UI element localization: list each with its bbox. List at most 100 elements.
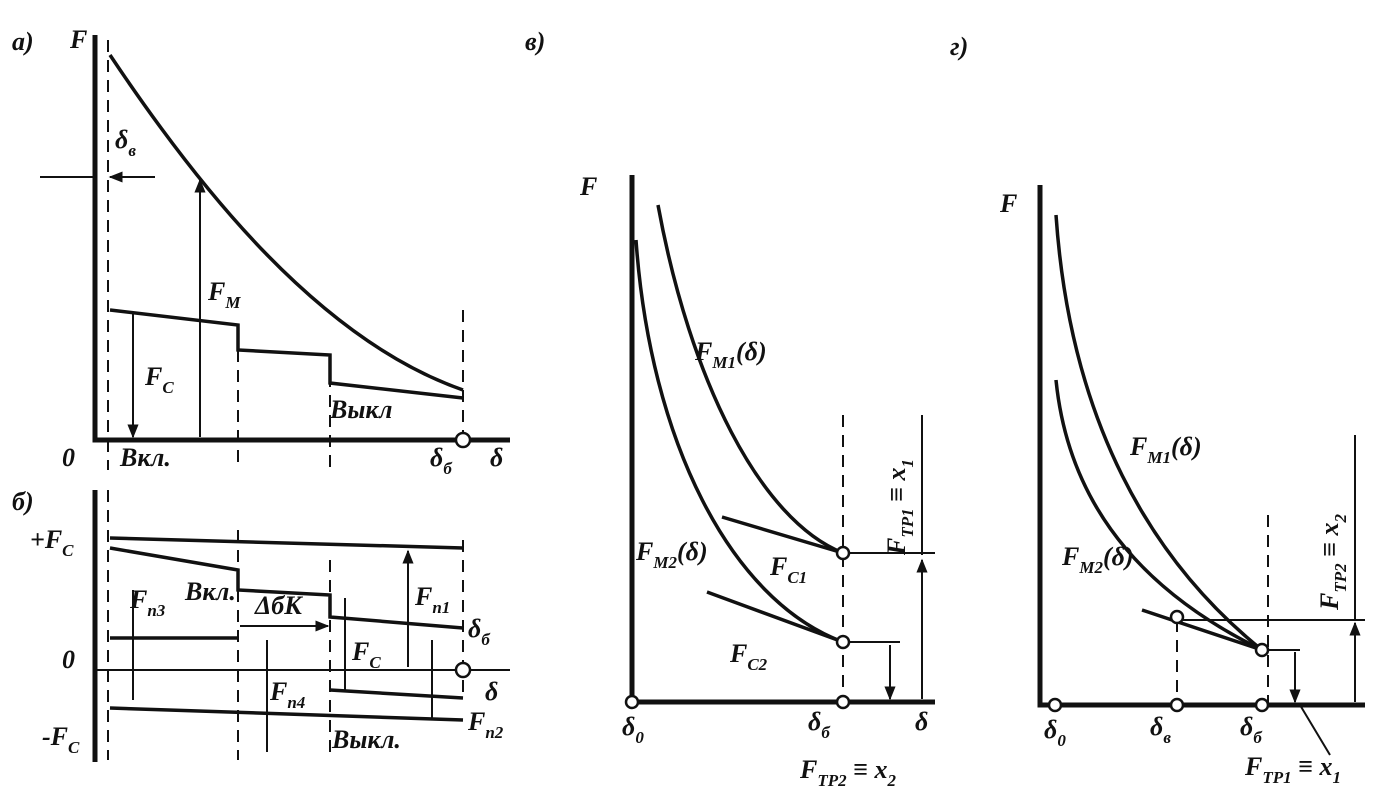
label: δ bbox=[490, 443, 503, 472]
t: M2 bbox=[652, 553, 677, 572]
label: δб bbox=[468, 614, 491, 649]
t: F bbox=[729, 639, 747, 668]
label: FТР1 ≡ x1 bbox=[882, 459, 917, 556]
label: -FC bbox=[42, 722, 80, 757]
t: (δ) bbox=[677, 537, 708, 566]
top-line bbox=[109, 536, 464, 550]
t: F bbox=[269, 677, 287, 706]
t: δ bbox=[1240, 712, 1253, 741]
t: F bbox=[1315, 593, 1344, 611]
t: F bbox=[1061, 542, 1079, 571]
label: FM2(δ) bbox=[635, 537, 708, 572]
arrows bbox=[890, 560, 922, 699]
t: б bbox=[1253, 728, 1263, 747]
fm2-curve bbox=[634, 239, 844, 644]
point bbox=[624, 694, 640, 710]
t: δ bbox=[468, 614, 481, 643]
label: 0 bbox=[62, 443, 75, 472]
t: δ bbox=[808, 707, 821, 736]
label: δв bbox=[1150, 712, 1171, 747]
point bbox=[835, 545, 851, 561]
arrows bbox=[1295, 623, 1355, 702]
lower-line bbox=[329, 688, 464, 700]
axis-label: F bbox=[999, 189, 1017, 218]
t: C bbox=[62, 541, 74, 560]
force-arrows bbox=[133, 180, 200, 437]
point bbox=[1047, 697, 1063, 713]
label: +FC bbox=[30, 525, 74, 560]
arrows bbox=[132, 551, 433, 752]
label: δ bbox=[485, 677, 498, 706]
t: п2 bbox=[485, 723, 503, 742]
point bbox=[1169, 697, 1185, 713]
label: FC bbox=[351, 637, 381, 672]
t: C2 bbox=[747, 655, 767, 674]
t: F bbox=[694, 337, 712, 366]
label: г) bbox=[950, 32, 968, 61]
label: δ0 bbox=[622, 712, 644, 747]
t: M bbox=[224, 293, 241, 312]
label: δ0 bbox=[1044, 715, 1066, 750]
t: 2 bbox=[1331, 514, 1350, 524]
leader bbox=[1299, 704, 1331, 756]
t: 2 bbox=[886, 771, 896, 790]
t: ≡ x bbox=[847, 755, 888, 784]
t: б bbox=[481, 630, 491, 649]
t: F bbox=[1129, 432, 1147, 461]
t: C bbox=[162, 378, 174, 397]
dashed-lines bbox=[107, 40, 464, 470]
point bbox=[835, 634, 851, 650]
t: 1 bbox=[1332, 768, 1341, 787]
t: ТР2 bbox=[1331, 563, 1350, 593]
label: FM1(δ) bbox=[694, 337, 767, 372]
t: δ bbox=[115, 125, 128, 154]
fc-line bbox=[109, 308, 464, 400]
t: F bbox=[882, 538, 911, 556]
t: F bbox=[1244, 752, 1262, 781]
label: Fп1 bbox=[414, 582, 450, 617]
t: п3 bbox=[147, 601, 165, 620]
label: Вкл. bbox=[184, 577, 236, 606]
t: δ bbox=[1150, 712, 1163, 741]
t: F bbox=[635, 537, 653, 566]
label: а) bbox=[12, 27, 34, 56]
label: δб bbox=[1240, 712, 1263, 747]
label: δб bbox=[808, 707, 831, 742]
t: C bbox=[369, 653, 381, 672]
label: δб bbox=[430, 443, 453, 478]
t: в bbox=[128, 141, 136, 160]
label: 0 bbox=[62, 645, 75, 674]
axis-label: F bbox=[579, 172, 597, 201]
t: б bbox=[443, 459, 453, 478]
t: ≡ x bbox=[1292, 752, 1333, 781]
t: F bbox=[769, 552, 787, 581]
panel-a: а) F δв FM FC Вкл. Выкл 0 δб δ bbox=[12, 25, 510, 478]
label: δв bbox=[115, 125, 136, 160]
label: FC2 bbox=[729, 639, 768, 674]
guides bbox=[1177, 619, 1365, 651]
label: Вкл. bbox=[119, 443, 171, 472]
label: Выкл bbox=[329, 395, 392, 424]
label: δ bbox=[915, 707, 928, 736]
t: (δ) bbox=[736, 337, 767, 366]
label: FТР2 ≡ x2 bbox=[1315, 514, 1350, 611]
t: F bbox=[467, 707, 485, 736]
t: F bbox=[129, 585, 147, 614]
t: F bbox=[414, 582, 432, 611]
fc-line bbox=[1141, 608, 1263, 652]
axes bbox=[1037, 185, 1365, 708]
t: C bbox=[68, 738, 80, 757]
t: ТР1 bbox=[1262, 768, 1291, 787]
fm1-curve bbox=[656, 204, 844, 555]
t: F bbox=[799, 755, 817, 784]
label: Fп4 bbox=[269, 677, 305, 712]
t: F bbox=[207, 277, 225, 306]
point bbox=[1254, 697, 1270, 713]
panel-c: в) F FM1(δ) FM2(δ) FC1 FC2 FТР1 ≡ x1 δ0 … bbox=[525, 27, 935, 790]
t: δ bbox=[622, 712, 635, 741]
t: δ bbox=[430, 443, 443, 472]
t: ТР2 bbox=[817, 771, 847, 790]
label: ΔбК bbox=[254, 591, 303, 620]
label: б) bbox=[12, 487, 34, 516]
